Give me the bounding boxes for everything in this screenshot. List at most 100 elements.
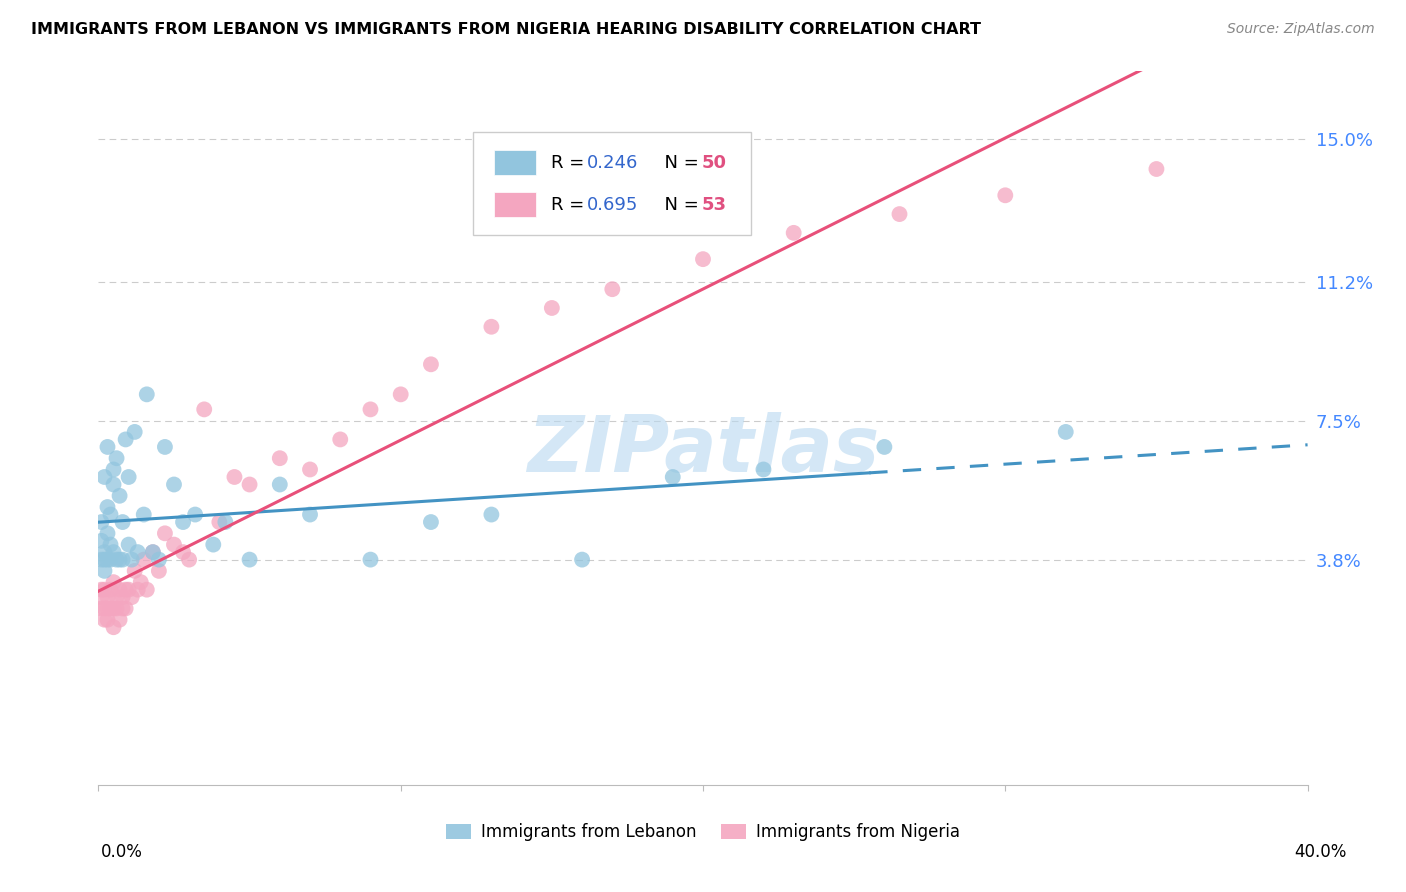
Point (184, 508, 207, 522)
Point (873, 440, 896, 454)
Point (202, 538, 225, 552)
Point (111, 515, 134, 529)
Point (108, 489, 131, 503)
Point (100, 601, 122, 615)
Point (172, 545, 194, 559)
Text: R =: R = (551, 153, 589, 171)
Point (121, 590, 143, 604)
Point (90, 601, 112, 615)
Point (214, 515, 236, 529)
Point (96, 590, 118, 604)
Point (1054, 425, 1077, 439)
Point (103, 620, 125, 634)
Text: 0.695: 0.695 (586, 196, 638, 214)
Point (111, 601, 134, 615)
Point (299, 462, 322, 476)
Point (127, 545, 149, 559)
Point (420, 515, 443, 529)
Point (103, 545, 125, 559)
Point (299, 508, 322, 522)
Point (96, 552, 118, 566)
Point (108, 613, 131, 627)
Point (90, 533, 112, 548)
Point (118, 470, 141, 484)
FancyBboxPatch shape (474, 132, 751, 235)
Point (100, 582, 122, 597)
Point (142, 545, 165, 559)
Point (1144, 161, 1167, 176)
Point (239, 552, 262, 566)
Point (93, 552, 115, 566)
Point (121, 552, 143, 566)
Point (124, 564, 146, 578)
Point (208, 515, 231, 529)
Point (132, 508, 155, 522)
Point (103, 462, 125, 476)
Point (661, 470, 683, 484)
Point (142, 545, 165, 559)
Point (103, 477, 125, 491)
Point (96, 440, 118, 454)
Point (602, 282, 624, 296)
Point (124, 425, 146, 439)
FancyBboxPatch shape (494, 150, 536, 175)
Point (93, 613, 115, 627)
Point (93, 564, 115, 578)
Point (105, 601, 128, 615)
Text: IMMIGRANTS FROM LEBANON VS IMMIGRANTS FROM NIGERIA HEARING DISABILITY CORRELATIO: IMMIGRANTS FROM LEBANON VS IMMIGRANTS FR… (31, 22, 981, 37)
FancyBboxPatch shape (494, 193, 536, 218)
Point (108, 552, 131, 566)
Point (96, 500, 118, 514)
Point (783, 226, 806, 240)
Point (148, 564, 170, 578)
Point (193, 402, 215, 417)
Point (389, 387, 412, 401)
Point (105, 451, 128, 466)
Legend: Immigrants from Lebanon, Immigrants from Nigeria: Immigrants from Lebanon, Immigrants from… (439, 817, 967, 848)
Point (889, 207, 911, 221)
Point (100, 552, 122, 566)
Point (540, 301, 562, 315)
Point (179, 552, 201, 566)
Point (108, 582, 131, 597)
Point (360, 552, 382, 566)
Point (90, 552, 112, 566)
Text: R =: R = (551, 196, 589, 214)
Point (96, 601, 118, 615)
Point (692, 252, 714, 267)
Point (163, 538, 186, 552)
Point (481, 508, 503, 522)
Point (90, 582, 112, 597)
Point (90, 515, 112, 529)
Text: N =: N = (654, 153, 704, 171)
Point (114, 601, 136, 615)
Point (360, 402, 382, 417)
Text: 0.0%: 0.0% (101, 843, 143, 861)
Point (100, 538, 122, 552)
Point (135, 387, 157, 401)
Point (129, 575, 152, 590)
Point (329, 433, 352, 447)
Point (127, 582, 149, 597)
Point (752, 462, 775, 476)
Point (105, 552, 128, 566)
Point (148, 552, 170, 566)
Point (153, 440, 176, 454)
Point (93, 545, 115, 559)
Point (103, 575, 125, 590)
Text: 53: 53 (702, 196, 727, 214)
Point (994, 188, 1017, 202)
Text: 0.246: 0.246 (586, 153, 638, 171)
Point (224, 470, 246, 484)
Point (105, 590, 128, 604)
Point (90, 590, 112, 604)
Point (96, 613, 118, 627)
Point (114, 433, 136, 447)
Point (153, 526, 176, 541)
Point (163, 477, 186, 491)
Point (114, 582, 136, 597)
Text: 40.0%: 40.0% (1295, 843, 1347, 861)
Point (93, 470, 115, 484)
Point (93, 582, 115, 597)
Point (111, 590, 134, 604)
